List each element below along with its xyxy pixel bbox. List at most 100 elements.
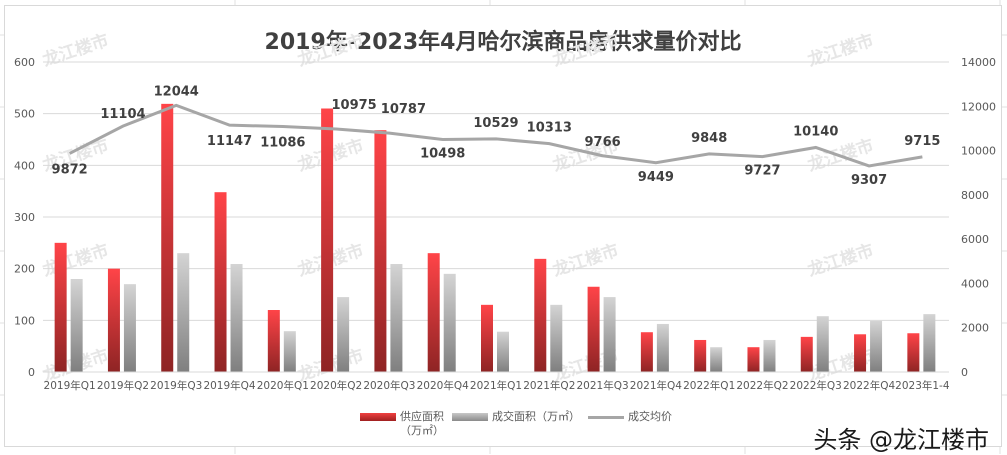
- sales-bar[interactable]: [443, 273, 456, 372]
- supply-bar[interactable]: [107, 268, 120, 372]
- x-axis-label: 2021年Q4: [630, 379, 682, 392]
- price-data-label: 11147: [207, 134, 252, 149]
- x-axis-label: 2021年Q1: [470, 379, 522, 392]
- left-axis-tick: 500: [14, 108, 35, 121]
- supply-bar[interactable]: [427, 253, 440, 372]
- sales-bar[interactable]: [550, 304, 563, 372]
- supply-bar[interactable]: [747, 347, 760, 372]
- left-axis-tick: 600: [14, 56, 35, 69]
- x-axis-label: 2020年Q3: [363, 379, 415, 392]
- right-axis-tick: 4000: [961, 277, 989, 290]
- supply-bar[interactable]: [267, 310, 280, 372]
- left-axis-tick: 100: [14, 314, 35, 327]
- sales-bar[interactable]: [70, 279, 83, 372]
- legend-item-price[interactable]: 成交均价: [588, 410, 672, 438]
- supply-bar[interactable]: [54, 242, 67, 372]
- price-data-label: 9766: [584, 135, 620, 150]
- supply-bar[interactable]: [481, 304, 493, 372]
- supply-bar[interactable]: [587, 286, 600, 372]
- price-data-label: 10140: [793, 124, 838, 139]
- sales-bar[interactable]: [603, 297, 616, 372]
- supply-bar[interactable]: [640, 332, 653, 372]
- supply-swatch-icon: [360, 413, 396, 421]
- price-data-label: 10787: [381, 102, 426, 117]
- price-data-label: 9872: [52, 162, 88, 177]
- right-axis-tick: 0: [961, 366, 968, 379]
- sales-bar[interactable]: [177, 253, 190, 372]
- supply-bar[interactable]: [800, 336, 813, 372]
- left-axis-tick: 400: [14, 159, 35, 172]
- watermark-text: 龙江楼市: [804, 30, 876, 71]
- supply-bar[interactable]: [854, 334, 867, 372]
- watermark-text: 龙江楼市: [39, 240, 111, 281]
- price-data-label: 10313: [527, 121, 572, 136]
- supply-bar[interactable]: [907, 333, 920, 372]
- x-axis-label: 2020年Q2: [310, 379, 362, 392]
- left-axis-tick: 300: [14, 211, 35, 224]
- supply-bar[interactable]: [214, 192, 227, 372]
- legend-price-label: 成交均价: [628, 411, 672, 423]
- sales-bar[interactable]: [390, 264, 403, 372]
- x-axis-label: 2022年Q2: [736, 379, 788, 392]
- x-axis-label: 2023年1-4: [895, 379, 950, 392]
- sales-bar[interactable]: [497, 331, 509, 372]
- watermark-text: 龙江楼市: [549, 30, 621, 71]
- sales-swatch-icon: [452, 413, 488, 421]
- right-axis-tick: 14000: [961, 56, 996, 69]
- chart-area[interactable]: 2019年-2023年4月哈尔滨商品房供求量价对比 龙江楼市 龙江楼市 龙江楼市 龙江…: [4, 5, 1002, 454]
- watermark-text: 龙江楼市: [549, 240, 621, 281]
- supply-bar[interactable]: [161, 103, 174, 372]
- supply-bar[interactable]: [321, 108, 334, 373]
- sales-bar[interactable]: [337, 297, 350, 372]
- x-axis-label: 2019年Q3: [150, 379, 202, 392]
- price-data-label: 9848: [691, 131, 727, 146]
- price-data-label: 10498: [420, 147, 465, 162]
- x-axis-label: 2022年Q1: [683, 379, 735, 392]
- sales-bar[interactable]: [763, 339, 776, 372]
- sales-bar[interactable]: [923, 314, 936, 372]
- watermark-text: 龙江楼市: [294, 30, 366, 71]
- watermark-text: 龙江楼市: [39, 30, 111, 71]
- sales-bar[interactable]: [870, 320, 883, 372]
- x-axis-label: 2019年Q1: [44, 379, 96, 392]
- x-axis-label: 2022年Q3: [790, 379, 842, 392]
- x-axis-label: 2019年Q2: [97, 379, 149, 392]
- price-line[interactable]: [68, 103, 923, 168]
- chart-title: 2019年-2023年4月哈尔滨商品房供求量价对比: [264, 30, 742, 55]
- x-axis-label: 2020年Q4: [417, 379, 469, 392]
- sales-bar[interactable]: [710, 347, 723, 372]
- supply-bar[interactable]: [694, 339, 707, 372]
- price-data-label: 11086: [260, 136, 305, 151]
- right-axis-tick: 2000: [961, 322, 989, 335]
- price-data-label: 9727: [744, 164, 780, 179]
- right-axis-tick: 12000: [961, 100, 996, 113]
- price-data-label: 9715: [904, 134, 940, 149]
- x-axis-label: 2020年Q1: [257, 379, 309, 392]
- legend-item-supply[interactable]: 供应面积 （万㎡）: [360, 410, 444, 438]
- price-data-label: 9307: [851, 173, 887, 188]
- left-axis-tick: 0: [28, 366, 35, 379]
- sales-bar[interactable]: [123, 284, 136, 372]
- sales-bar[interactable]: [230, 264, 243, 372]
- sales-bar[interactable]: [656, 323, 669, 372]
- attribution-watermark: 头条 @龙江楼市: [813, 426, 989, 454]
- price-data-label: 9449: [638, 170, 674, 185]
- x-axis-label: 2021年Q2: [523, 379, 575, 392]
- sales-bar[interactable]: [816, 316, 829, 372]
- supply-bar[interactable]: [534, 258, 547, 372]
- price-data-label: 12044: [154, 84, 199, 99]
- legend-supply-label: 供应面积: [400, 411, 444, 423]
- sales-bar[interactable]: [283, 331, 296, 372]
- price-data-label: 11104: [100, 107, 145, 122]
- right-axis-tick: 8000: [961, 189, 989, 202]
- x-axis-label: 2019年Q4: [203, 379, 255, 392]
- price-data-label: 10975: [332, 98, 377, 113]
- price-line-swatch-icon: [588, 416, 624, 419]
- right-axis-tick: 6000: [961, 233, 989, 246]
- left-axis-tick: 200: [14, 263, 35, 276]
- legend: 供应面积 （万㎡） 成交面积（万㎡） 成交均价: [360, 410, 672, 438]
- legend-item-sales[interactable]: 成交面积（万㎡）: [452, 410, 580, 438]
- supply-bar[interactable]: [374, 130, 387, 372]
- watermark-text: 龙江楼市: [804, 240, 876, 281]
